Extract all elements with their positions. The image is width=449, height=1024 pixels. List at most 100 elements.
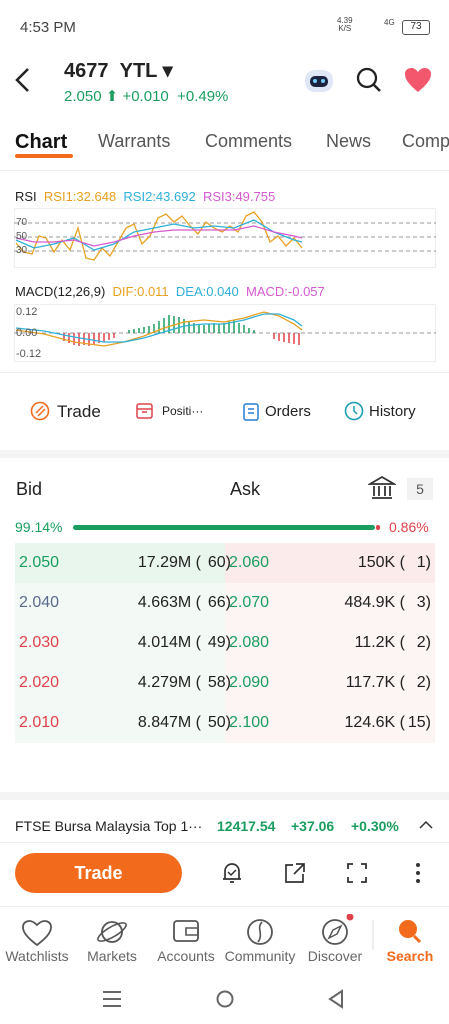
separator	[0, 906, 449, 907]
back-icon[interactable]	[12, 66, 36, 94]
ask-count: 15)	[407, 714, 431, 731]
ask-bg	[225, 703, 435, 743]
bank-icon[interactable]	[368, 475, 396, 501]
nav-item[interactable]: Discover	[307, 948, 363, 964]
order-row: 2.010 8.847M (50) 2.100 124.6K (15)	[15, 703, 435, 743]
separator	[0, 170, 449, 171]
fullscreen-icon[interactable]	[345, 861, 369, 885]
order-row: 2.040 4.663M (66) 2.070 484.9K (3)	[15, 583, 435, 623]
ask-price: 2.090	[229, 674, 270, 691]
orders-icon	[243, 403, 259, 421]
index-name[interactable]: FTSE Bursa Malaysia Top 1···	[15, 818, 203, 834]
ask-volume: 150K (	[357, 554, 405, 571]
trade-button[interactable]: Trade	[15, 853, 182, 893]
index-value: 12417.54	[217, 818, 276, 834]
stock-title[interactable]: 4677 YTL ▾	[64, 60, 173, 82]
rsi-level: 70	[16, 217, 28, 228]
bid-volume: 4.014M (	[137, 634, 201, 651]
rsi-level: 50	[16, 231, 28, 242]
action[interactable]: Positi···	[162, 404, 204, 418]
bid-price: 2.010	[19, 714, 60, 731]
rsi2: RSI2:43.692	[123, 189, 196, 204]
ask-count: 2)	[416, 634, 431, 651]
bid-bg	[15, 583, 225, 623]
bid-bg	[15, 623, 225, 663]
macd-value: MACD:-0.057	[246, 284, 325, 299]
bid-count: 58)	[207, 674, 231, 691]
trade-icon	[30, 401, 50, 421]
macd-level: 0.00	[16, 327, 38, 339]
rsi-legend: RSI RSI1:32.648 RSI2:43.692 RSI3:49.755	[15, 189, 275, 204]
alert-icon[interactable]	[219, 860, 245, 886]
index-pct: +0.30%	[351, 818, 399, 834]
ask-bg	[225, 663, 435, 703]
tab[interactable]: Warrants	[98, 131, 171, 151]
separator	[0, 792, 449, 800]
tab[interactable]: News	[326, 131, 372, 151]
more-icon[interactable]	[410, 862, 426, 884]
bid-price: 2.030	[19, 634, 60, 651]
nav-item[interactable]: Accounts	[157, 948, 215, 964]
rsi-level: 30	[16, 245, 28, 256]
tab-underline	[15, 154, 73, 158]
bid-volume: 8.847M (	[137, 714, 201, 731]
robot-icon[interactable]	[302, 64, 336, 96]
action[interactable]: Trade	[57, 401, 101, 421]
nav-item[interactable]: Markets	[87, 948, 137, 964]
ask-bg	[225, 583, 435, 623]
tab[interactable]: Chart	[15, 131, 68, 153]
ask-bar	[376, 525, 380, 530]
tab[interactable]: Comments	[205, 131, 293, 151]
ask-price: 2.070	[229, 594, 270, 611]
macd-legend: MACD(12,26,9) DIF:0.011 DEA:0.040 MACD:-…	[15, 284, 325, 299]
price-line: 2.050 ⬆ +0.010 +0.49%	[64, 88, 229, 105]
ask-bg	[225, 543, 435, 583]
index-change: +37.06	[291, 818, 335, 834]
nav-item[interactable]: Search	[386, 948, 434, 964]
ask-count: 1)	[416, 554, 431, 571]
share-icon[interactable]	[282, 860, 308, 886]
bid-count: 66)	[207, 594, 231, 611]
dif: DIF:0.011	[112, 284, 169, 299]
bid-price: 2.050	[19, 554, 60, 571]
bid-pct: 99.14%	[15, 519, 63, 535]
order-row: 2.020 4.279M (58) 2.090 117.7K (2)	[15, 663, 435, 703]
tab[interactable]: Comp	[402, 131, 449, 151]
separator	[0, 450, 449, 458]
separator	[0, 842, 449, 843]
search-icon[interactable]	[355, 66, 383, 94]
nav-item[interactable]: Watchlists	[5, 948, 69, 964]
rsi-chart	[14, 208, 436, 268]
bid-count: 60)	[207, 554, 231, 571]
favorite-icon[interactable]	[403, 66, 433, 94]
bid-bg	[15, 663, 225, 703]
bid-bg	[15, 703, 225, 743]
rsi-label: RSI	[15, 189, 37, 204]
bid-volume: 4.663M (	[137, 594, 201, 611]
battery: 73	[402, 20, 430, 35]
stock-name: YTL	[119, 60, 158, 82]
macd-level: 0.12	[16, 306, 38, 318]
ask-count: 2)	[416, 674, 431, 691]
ask-volume: 484.9K (	[344, 594, 405, 611]
bid-volume: 17.29M (	[137, 554, 201, 571]
macd-label: MACD(12,26,9)	[15, 284, 106, 299]
ask-count: 3)	[416, 594, 431, 611]
bid-count: 50)	[207, 714, 231, 731]
bid-price: 2.020	[19, 674, 60, 691]
system-nav	[103, 989, 343, 1009]
nav-item[interactable]: Community	[224, 948, 296, 964]
change: +0.010	[122, 88, 169, 105]
ask-volume: 124.6K (	[344, 714, 405, 731]
depth-button[interactable]: 5	[407, 478, 433, 500]
change-pct: +0.49%	[177, 88, 229, 105]
dea: DEA:0.040	[175, 284, 239, 299]
action[interactable]: Orders	[265, 402, 311, 420]
ask-price: 2.080	[229, 634, 270, 651]
expand-icon[interactable]	[418, 818, 434, 832]
speed-unit: K/S	[338, 24, 352, 33]
bid-label: Bid	[16, 479, 43, 499]
order-row: 2.050 17.29M (60) 2.060 150K (1)	[15, 543, 435, 583]
action[interactable]: History	[369, 402, 416, 420]
